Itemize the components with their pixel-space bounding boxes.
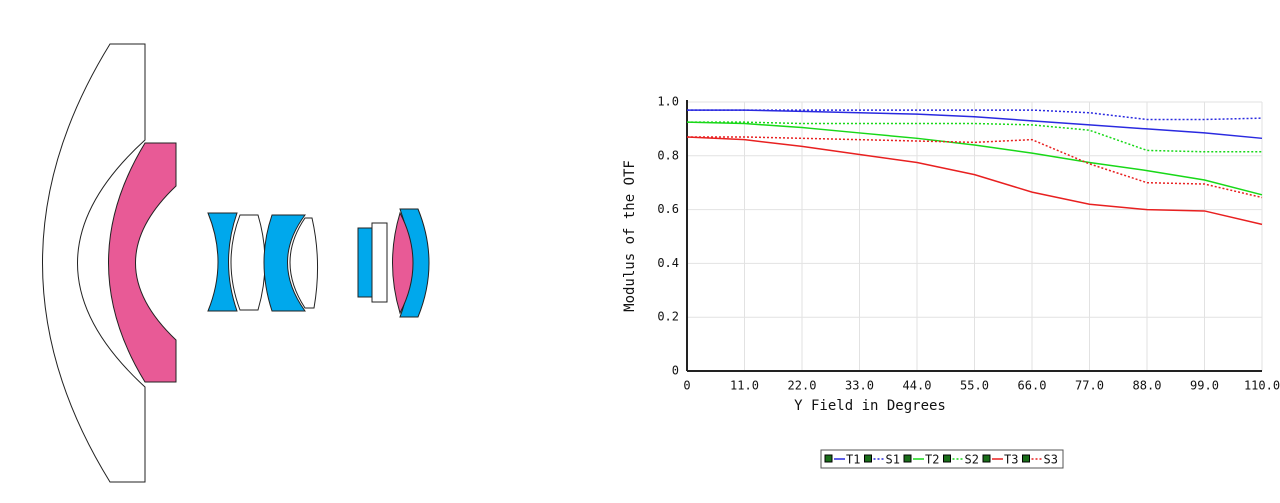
legend-icon bbox=[1022, 454, 1030, 463]
legend-icon bbox=[943, 454, 951, 463]
series-line bbox=[687, 109, 1263, 140]
lens-element bbox=[289, 217, 319, 309]
x-tick-label: 88.0 bbox=[1133, 379, 1162, 393]
x-tick-label: 77.0 bbox=[1075, 379, 1104, 393]
legend-icon bbox=[903, 454, 912, 463]
lens-element bbox=[371, 222, 388, 303]
legend-icon bbox=[982, 454, 991, 463]
series-line bbox=[686, 121, 1263, 196]
legend-box bbox=[820, 449, 1064, 469]
lens-element bbox=[207, 212, 238, 312]
series-line bbox=[686, 136, 1263, 226]
legend-label: S2 bbox=[965, 453, 979, 467]
y-axis-label: Modulus of the OTF bbox=[622, 160, 638, 312]
lens-element bbox=[392, 211, 414, 315]
lens-element bbox=[108, 142, 177, 383]
legend-label: T3 bbox=[1004, 453, 1018, 467]
x-tick-label: 44.0 bbox=[903, 379, 932, 393]
x-tick-label: 99.0 bbox=[1190, 379, 1219, 393]
lens-element bbox=[42, 43, 146, 483]
y-tick-label: 0.2 bbox=[657, 310, 679, 324]
y-tick-label: 0.4 bbox=[657, 256, 679, 270]
x-tick-label: 110.0 bbox=[1244, 379, 1280, 393]
x-tick-label: 22.0 bbox=[788, 379, 817, 393]
x-tick-label: 66.0 bbox=[1018, 379, 1047, 393]
legend-icon bbox=[824, 454, 833, 463]
legend-label: T2 bbox=[925, 453, 939, 467]
lens-element bbox=[357, 227, 373, 298]
x-axis-label: Y Field in Degrees bbox=[794, 398, 946, 414]
legend-icon bbox=[864, 454, 872, 463]
legend-label: T1 bbox=[846, 453, 860, 467]
x-tick-label: 33.0 bbox=[845, 379, 874, 393]
legend-label: S3 bbox=[1044, 453, 1058, 467]
x-tick-label: 0 bbox=[683, 379, 690, 393]
legend-label: S1 bbox=[886, 453, 900, 467]
lens-element bbox=[263, 214, 306, 312]
lens-element bbox=[230, 214, 266, 311]
x-tick-label: 55.0 bbox=[960, 379, 989, 393]
y-tick-label: 0 bbox=[672, 364, 679, 378]
lens-diagram bbox=[42, 43, 430, 483]
y-tick-label: 1.0 bbox=[657, 95, 679, 109]
x-tick-label: 11.0 bbox=[730, 379, 759, 393]
y-tick-label: 0.6 bbox=[657, 202, 679, 216]
y-tick-label: 0.8 bbox=[657, 148, 679, 162]
